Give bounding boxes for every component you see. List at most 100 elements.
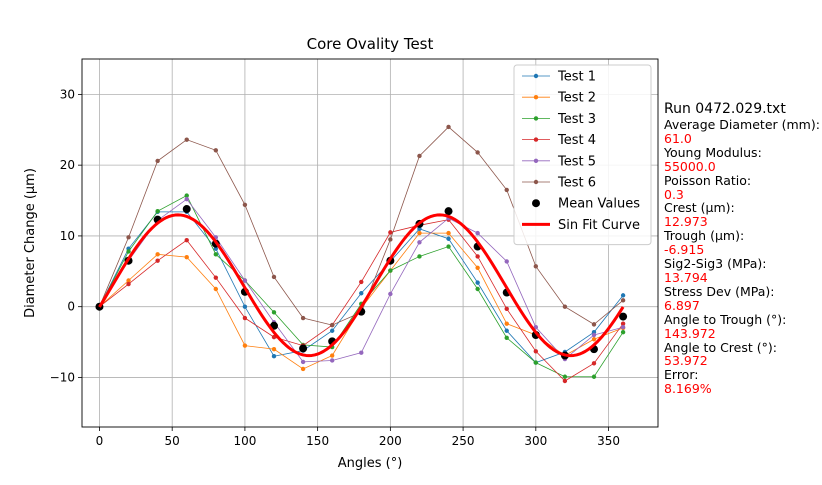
test-2-point <box>126 278 131 283</box>
test-1-point <box>446 236 451 241</box>
test-2-point <box>591 337 597 342</box>
legend-swatch-marker-test-6 <box>533 179 539 185</box>
test-3-point <box>620 329 626 335</box>
test-2-point <box>475 265 480 270</box>
test-4-point <box>533 349 539 354</box>
test-2-point <box>446 230 451 236</box>
test-1-point <box>620 293 626 298</box>
test-6-point <box>329 322 335 328</box>
test-2-point <box>184 254 189 260</box>
run-info-panel: Run 0472.029.txt Average Diameter (mm): … <box>664 101 822 396</box>
test-2-point <box>155 252 160 257</box>
chart-title: Core Ovality Test <box>307 35 434 53</box>
test-3-point <box>184 193 189 198</box>
run-file-name: Run 0472.029.txt <box>664 101 786 117</box>
test-6-point <box>533 264 539 269</box>
y-tick-label: 20 <box>60 158 75 172</box>
test-3-point <box>504 335 509 341</box>
test-4-point <box>562 378 568 384</box>
test-3-point <box>446 244 451 249</box>
x-tick-label: 0 <box>96 434 104 448</box>
plot-frame <box>81 58 659 428</box>
info-label-angle-to-trough: Angle to Trough (°): <box>664 311 787 327</box>
test-5-point <box>388 291 393 297</box>
test-5-point <box>504 259 509 264</box>
test-4-point <box>155 258 160 263</box>
test-6-point <box>242 202 248 207</box>
test-6-point <box>504 187 509 193</box>
x-tick-label: 250 <box>452 434 475 448</box>
info-value-error: 8.169% <box>664 381 712 397</box>
test-5-point <box>184 196 189 202</box>
test-4-point <box>620 321 626 326</box>
test-5-point <box>329 358 335 363</box>
info-value-angle-to-trough: 143.972 <box>664 325 716 341</box>
test-3-point <box>155 208 160 214</box>
test-6-point <box>213 148 219 153</box>
x-tick-label: 150 <box>306 434 329 448</box>
test-6-point <box>388 237 393 242</box>
test-1-point <box>213 246 219 251</box>
legend-label-test-5: Test 5 <box>557 154 596 169</box>
test-4-point <box>213 275 219 280</box>
mean-values-point <box>619 312 628 321</box>
series-layer <box>95 124 628 384</box>
test-3-point <box>562 374 568 379</box>
legend-swatch-marker-test-2 <box>533 95 539 100</box>
info-value-crest: 12.973 <box>664 214 708 230</box>
info-label-poisson-ratio: Poisson Ratio: <box>664 172 752 188</box>
test-6-point <box>475 150 480 155</box>
test-4-point <box>126 281 131 287</box>
test-5-point <box>417 240 422 245</box>
test-3-point <box>388 268 393 273</box>
test-3-point <box>533 360 539 365</box>
info-label-crest: Crest (µm): <box>664 200 735 216</box>
test-2-point <box>417 230 422 236</box>
info-value-average-diameter: 61.0 <box>664 130 692 146</box>
info-label-angle-to-crest: Angle to Crest (°): <box>664 339 777 355</box>
y-tick-label: 10 <box>60 229 75 243</box>
x-tick-label: 300 <box>524 434 547 448</box>
test-6-point <box>620 298 626 303</box>
test-3-point <box>591 374 597 379</box>
test-5-point <box>533 325 539 330</box>
test-4-point <box>475 254 480 259</box>
info-label-stress-dev: Stress Dev (MPa): <box>664 283 775 299</box>
y-tick-label: 30 <box>60 87 75 101</box>
test-3-point <box>417 254 422 259</box>
legend-swatch-mean-values <box>532 199 540 208</box>
test-1-point <box>271 354 277 359</box>
test-6-point <box>591 322 597 327</box>
legend-label-test-1: Test 1 <box>557 70 596 85</box>
y-axis-label: Diameter Change (µm) <box>23 168 38 318</box>
legend-box <box>513 64 652 246</box>
test-2-point <box>213 286 219 292</box>
axis-ticks: 0 50 100 150 200 250 300 350 −10 0 10 20 30 <box>50 87 620 448</box>
info-label-error: Error: <box>664 367 699 383</box>
test-4-point <box>591 361 597 366</box>
sin-fit-curve-line <box>98 213 625 358</box>
info-label-trough: Trough (µm): <box>664 228 745 244</box>
x-tick-label: 50 <box>165 434 180 448</box>
x-tick-label: 350 <box>597 434 620 448</box>
legend-swatch-marker-test-5 <box>533 158 539 163</box>
test-6-point <box>417 153 422 159</box>
legend-label-sin-fit-curve: Sin Fit Curve <box>558 218 640 233</box>
test-6-point <box>184 137 189 142</box>
test-4-point <box>504 306 509 312</box>
test-6-point <box>271 274 277 280</box>
test-6-point <box>126 235 131 240</box>
test-6-point <box>562 304 568 309</box>
test-2-point <box>504 321 509 326</box>
test-4-point <box>359 279 364 285</box>
x-axis-label: Angles (°) <box>338 456 403 471</box>
legend-swatch-marker-test-4 <box>533 137 539 142</box>
info-value-angle-to-crest: 53.972 <box>664 353 708 369</box>
test-3-point <box>475 286 480 292</box>
test-5-point <box>475 230 480 236</box>
legend-label-test-3: Test 3 <box>557 112 596 127</box>
test-6-point <box>155 158 160 164</box>
mean-values-point <box>299 344 308 353</box>
legend-swatch-marker-test-1 <box>533 73 539 79</box>
